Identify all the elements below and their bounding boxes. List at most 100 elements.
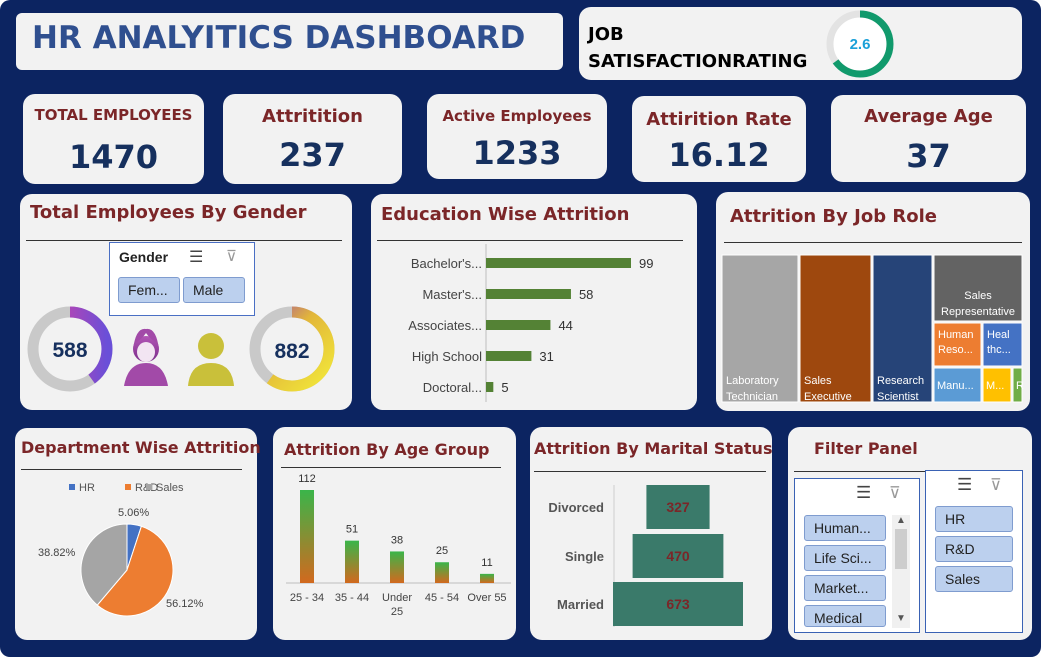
title-divider (794, 471, 928, 472)
category-label: 25 - 34 (290, 592, 324, 604)
multi-select-icon[interactable]: ☰ (856, 483, 872, 502)
department-option[interactable]: HR (935, 506, 1013, 532)
kpi-attrition-rate: Attirition Rate 16.12 (632, 96, 806, 182)
slicer-scrollbar[interactable]: ▲ ▼ (892, 515, 910, 628)
treemap-label: R (1016, 380, 1024, 392)
field-option[interactable]: Medical (804, 605, 886, 627)
data-label: 58 (579, 287, 593, 302)
category-label: Doctoral... (423, 380, 482, 395)
treemap-label: Executive (804, 391, 852, 403)
age-group-chart: 112 25 - 34 51 35 - 44 38 Under 25 25 45 - 54 11 O… (286, 473, 511, 618)
filter-panel-card: Filter Panel ☰ ⊽ Human... Life Sci... Ma… (788, 427, 1032, 640)
dashboard-title: HR ANALYITICS DASHBOARD (32, 20, 526, 56)
kpi-attrition: Attritition 237 (223, 94, 402, 184)
data-label: 51 (346, 524, 358, 536)
category-label: Associates... (408, 318, 482, 333)
scrollbar-thumb[interactable] (895, 529, 907, 569)
education-chart: Bachelor's... 99 Master's... 58 Associates..… (408, 244, 653, 402)
field-option[interactable]: Market... (804, 575, 886, 601)
female-icon (124, 328, 168, 386)
job-role-title: Attrition By Job Role (730, 206, 937, 227)
treemap-cell (982, 322, 1023, 367)
funnel-bar (646, 485, 710, 529)
title-card: HR ANALYITICS DASHBOARD (16, 13, 563, 70)
kpi-value: 16.12 (668, 136, 770, 174)
treemap-cell (799, 254, 872, 403)
clear-filter-icon[interactable]: ⊽ (990, 477, 1002, 494)
bar (486, 320, 551, 330)
clear-filter-icon[interactable]: ⊽ (889, 485, 901, 502)
data-label: 38 (391, 534, 403, 546)
job-satisfaction-card: JOB SATISFACTIONRATING 2.6 (579, 7, 1022, 80)
bar (390, 551, 404, 583)
bar (486, 258, 631, 268)
funnel-bar (632, 534, 724, 578)
department-option[interactable]: R&D (935, 536, 1013, 562)
category-label: 25 (391, 606, 403, 618)
gender-option-male[interactable]: Male (183, 277, 245, 303)
gender-card: Total Employees By Gender Gender ☰ ⊽ Fem… (20, 194, 352, 410)
category-label: Master's... (422, 287, 482, 302)
education-field-slicer: ☰ ⊽ Human... Life Sci... Market... Medic… (794, 478, 920, 633)
treemap-label: Scientist (877, 391, 919, 403)
treemap-cell (933, 254, 1023, 322)
department-chart: HRR&DSales5.06%56.12%38.82% (38, 482, 204, 617)
male-icon (188, 333, 234, 386)
gender-option-female[interactable]: Fem... (118, 277, 180, 303)
data-label: 327 (666, 499, 690, 515)
scroll-down-icon[interactable]: ▼ (896, 613, 906, 624)
category-label: Married (557, 597, 604, 612)
treemap-label: Representative (941, 306, 1015, 318)
job-satisfaction-label: JOB SATISFACTIONRATING (588, 24, 808, 72)
treemap-cell (933, 367, 982, 403)
treemap-label: Reso... (938, 344, 973, 356)
treemap-label: thc... (987, 344, 1011, 356)
treemap-label: Heal (987, 329, 1010, 341)
data-label: 31 (539, 349, 553, 364)
department-option[interactable]: Sales (935, 566, 1013, 592)
title-divider (534, 471, 766, 472)
treemap-label: Human (938, 329, 973, 341)
gender-slicer-title: Gender (119, 249, 169, 265)
treemap-label: Sales (964, 290, 992, 302)
marital-card: Attrition By Marital Status 327 Divorced 4… (530, 427, 772, 640)
scroll-up-icon[interactable]: ▲ (896, 515, 906, 526)
education-card: Education Wise Attrition Bachelor's... 99… (371, 194, 697, 410)
title-divider (377, 240, 683, 241)
data-label: 99 (639, 256, 653, 271)
data-label: 112 (298, 473, 316, 485)
treemap-label: Research (877, 375, 924, 387)
treemap-cell (1012, 367, 1023, 403)
education-title: Education Wise Attrition (381, 204, 630, 225)
data-label: 38.82% (38, 547, 76, 559)
kpi-label: Active Employees (442, 107, 592, 125)
category-label: 35 - 44 (335, 592, 369, 604)
field-option[interactable]: Human... (804, 515, 886, 541)
field-option[interactable]: Life Sci... (804, 545, 886, 571)
pie-slice (96, 525, 174, 617)
treemap-label: Sales (804, 375, 832, 387)
treemap-cell (933, 322, 982, 367)
data-label: 673 (666, 596, 690, 612)
marital-title: Attrition By Marital Status (534, 439, 773, 458)
marital-chart: 327 Divorced 470 Single 673 Married (548, 485, 743, 627)
category-label: Under (382, 592, 412, 604)
category-label: Divorced (548, 500, 604, 515)
pie-slice (80, 523, 128, 606)
kpi-value: 37 (906, 137, 951, 175)
gender-donuts: 588 882 (27, 306, 335, 392)
age-group-title: Attrition By Age Group (284, 440, 490, 459)
kpi-label: Attirition Rate (646, 109, 792, 130)
treemap-cell (982, 367, 1012, 403)
clear-filter-icon[interactable]: ⊽ (226, 248, 237, 265)
bar (486, 351, 532, 361)
multi-select-icon[interactable]: ☰ (957, 475, 973, 494)
multi-select-icon[interactable]: ☰ (189, 249, 204, 266)
legend-swatch (125, 484, 131, 490)
bar (480, 573, 494, 583)
data-label: 11 (481, 557, 492, 569)
data-label: 25 (436, 545, 448, 557)
category-label: Over 55 (467, 592, 506, 604)
title-divider (21, 469, 242, 470)
